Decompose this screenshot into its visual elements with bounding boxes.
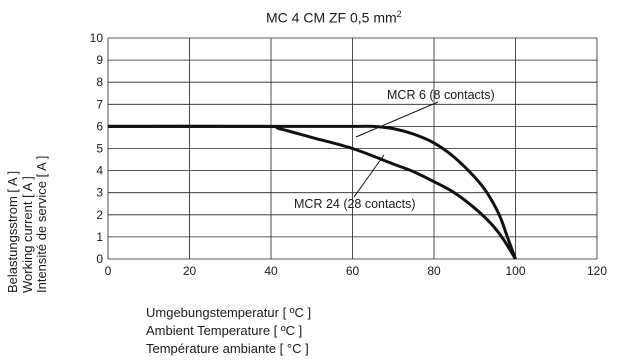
x-tick-label: 100 [505, 264, 525, 278]
annotation-label-mcr24: MCR 24 (28 contacts) [294, 197, 416, 211]
y-tick-label: 8 [96, 75, 103, 89]
x-tick-label: 0 [105, 264, 112, 278]
y-axis-label-de: Belastungsstrom [ A ] [5, 170, 20, 293]
y-tick-label: 9 [96, 53, 103, 67]
x-tick-label: 120 [587, 264, 607, 278]
y-tick-label: 1 [96, 230, 103, 244]
x-axis-label-de: Umgebungstemperatur [ ºC ] [146, 305, 312, 320]
chart-title: MC 4 CM ZF 0,5 mm2 [266, 9, 402, 26]
x-axis-labels: Umgebungstemperatur [ ºC ] Ambient Tempe… [146, 304, 311, 358]
x-tick-label: 20 [183, 264, 197, 278]
y-axis-labels: Belastungsstrom [ A ] Working current [ … [5, 103, 66, 293]
y-axis-label-en: Working current [ A ] [19, 176, 35, 293]
series-lines [107, 124, 517, 260]
y-tick-label: 6 [96, 119, 103, 133]
series-line-mcr24 [107, 124, 517, 260]
x-axis-label-fr: Température ambiante [ °C ] [146, 341, 309, 356]
x-tick-label: 40 [264, 264, 278, 278]
y-tick-label: 4 [96, 164, 103, 178]
series-line-mcr6 [108, 124, 517, 260]
y-tick-label: 5 [96, 142, 103, 156]
y-tick-label: 2 [96, 208, 103, 222]
y-tick-label: 10 [90, 31, 104, 45]
y-tick-label: 7 [96, 97, 103, 111]
annotation-leader-mcr6 [355, 101, 439, 138]
y-axis-label-fr: Intensité de service [ A ] [34, 155, 49, 293]
x-tick-label: 80 [427, 264, 441, 278]
annotation-leader-mcr24 [353, 154, 385, 198]
grid [107, 37, 598, 260]
annotations: MCR 6 (8 contacts) MCR 24 (28 contacts) [294, 88, 495, 211]
annotation-label-mcr6: MCR 6 (8 contacts) [387, 88, 495, 102]
y-tick-label: 0 [96, 252, 103, 266]
x-axis-label-en: Ambient Temperature [ ºC ] [146, 323, 303, 338]
y-tick-label: 3 [96, 186, 103, 200]
x-tick-label: 60 [346, 264, 360, 278]
